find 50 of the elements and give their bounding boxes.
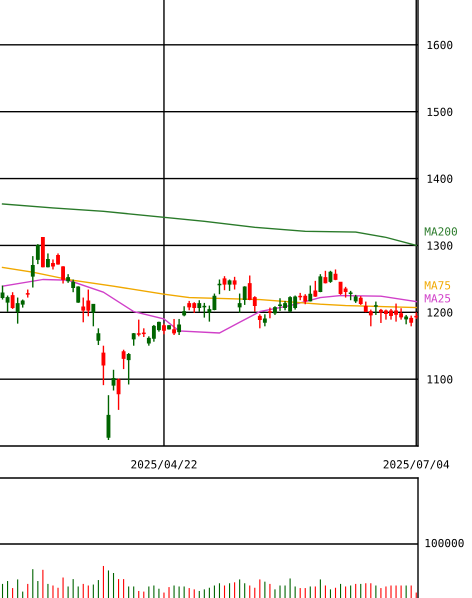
candlestick <box>172 318 176 336</box>
line-series <box>2 278 417 334</box>
candlestick <box>313 280 318 298</box>
line-series <box>2 203 417 246</box>
candlestick <box>268 306 272 319</box>
candlestick <box>318 273 322 293</box>
candlestick <box>106 394 110 441</box>
candlestick <box>228 278 232 292</box>
y-tick-label: 1200 <box>428 308 452 317</box>
candlestick <box>96 328 100 346</box>
series-label: MA75 <box>424 281 450 290</box>
candlestick <box>177 318 182 336</box>
x-tick-label: 2025/07/04 <box>384 460 450 470</box>
candlestick <box>348 290 353 301</box>
candlestick <box>323 270 328 284</box>
y-tick-label: 1300 <box>428 241 452 250</box>
candlestick <box>242 285 247 306</box>
candlestick <box>218 278 222 295</box>
series-label: MA200 <box>424 227 457 236</box>
line-series <box>2 266 417 308</box>
y-tick-label: 1400 <box>428 174 452 183</box>
candlestick <box>126 352 131 386</box>
candlestick <box>404 314 408 325</box>
text: 100000 <box>426 538 464 548</box>
y-tick-label: 1100 <box>428 375 452 384</box>
candlestick <box>91 304 96 328</box>
x-tick-label: 2025/04/22 <box>131 460 196 470</box>
candlestick <box>262 314 267 328</box>
candlestick <box>232 276 237 290</box>
y-tick-label: 1500 <box>428 108 452 116</box>
candlestick <box>238 292 242 314</box>
candlestick <box>182 306 186 317</box>
candlestick <box>308 284 312 302</box>
candlestick <box>122 349 126 370</box>
candlestick <box>258 314 262 330</box>
y-tick-label: 1600 <box>428 40 452 50</box>
candlestick <box>112 369 116 392</box>
series-label: MA25 <box>424 294 450 303</box>
candlestick <box>116 378 120 411</box>
candlestick <box>374 300 378 316</box>
candlestick <box>10 292 15 310</box>
candlestick <box>61 265 65 284</box>
candlestick <box>46 252 50 268</box>
candlestick <box>328 270 332 284</box>
candlestick <box>101 345 106 386</box>
candlestick <box>36 243 40 265</box>
candlestick <box>162 322 166 336</box>
candlestick <box>222 275 226 291</box>
candlestick <box>30 255 35 288</box>
candlestick <box>132 332 136 346</box>
